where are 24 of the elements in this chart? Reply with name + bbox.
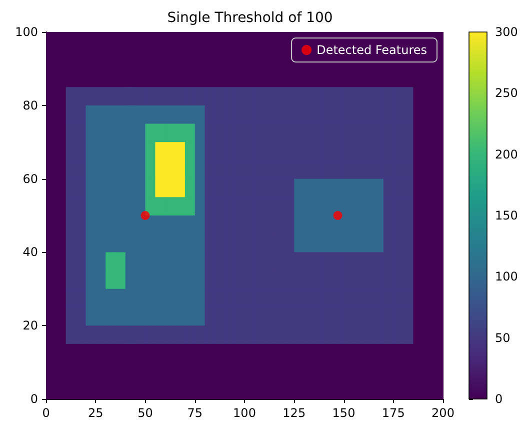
y-tick-label: 60 — [22, 172, 38, 186]
x-tick-label: 200 — [432, 406, 454, 420]
y-tick-label: 20 — [22, 318, 38, 333]
x-tick-label: 50 — [138, 406, 153, 420]
y-tick-label: 80 — [22, 98, 38, 112]
x-tick-label: 75 — [187, 406, 203, 420]
color-bar-label: 150 — [495, 208, 518, 222]
color-bar-label: 50 — [495, 330, 510, 345]
legend-label: Detected Features — [316, 43, 428, 57]
x-tick-label: 25 — [88, 406, 104, 420]
color-bar-label: 300 — [495, 25, 518, 39]
x-tick-label: 100 — [233, 406, 256, 420]
color-bar-label: 250 — [495, 86, 518, 100]
color-bar-label: 100 — [495, 270, 518, 284]
x-tick-label: 150 — [332, 406, 356, 420]
y-tick-label: 100 — [15, 25, 38, 39]
x-tick-label: 0 — [42, 406, 50, 420]
y-tick-label: 0 — [30, 392, 38, 406]
chart-title: Single Threshold of 100 — [167, 10, 333, 26]
color-bar-label: 0 — [495, 392, 503, 406]
x-tick-label: 125 — [282, 406, 306, 420]
x-tick-label: 175 — [382, 406, 405, 420]
color-bar-label: 200 — [495, 147, 518, 162]
y-tick-label: 40 — [22, 245, 38, 260]
